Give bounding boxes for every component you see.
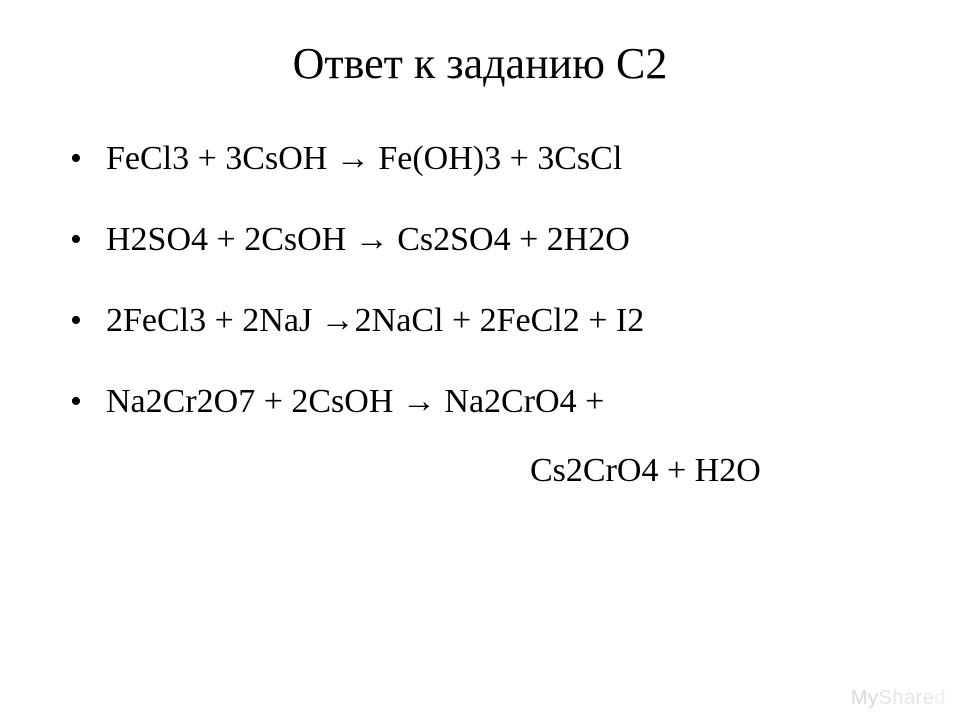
- equation-item: FeCl3 + 3CsOH → Fe(OH)3 + 3CsCl: [70, 139, 910, 178]
- slide-title: Ответ к заданию С2: [50, 38, 910, 89]
- watermark-share: Share: [879, 687, 935, 709]
- equation-item: Na2Cr2O7 + 2CsOH → Na2CrO4 +: [70, 382, 910, 421]
- equation-item: H2SO4 + 2CsOH → Cs2SO4 + 2H2O: [70, 220, 910, 259]
- equation-list: FeCl3 + 3CsOH → Fe(OH)3 + 3CsCl H2SO4 + …: [50, 139, 910, 421]
- watermark: MyShared: [851, 687, 946, 710]
- equation-item: 2FeCl3 + 2NaJ →2NaCl + 2FeCl2 + I2: [70, 301, 910, 340]
- equation-continuation: Cs2CrO4 + H2O: [50, 451, 910, 490]
- slide: Ответ к заданию С2 FeCl3 + 3CsOH → Fe(OH…: [0, 0, 960, 720]
- watermark-d: d: [934, 687, 946, 709]
- watermark-my: My: [851, 687, 879, 709]
